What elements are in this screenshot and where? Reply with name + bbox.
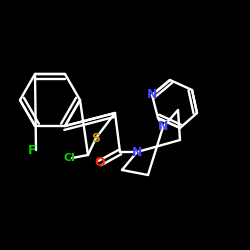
Text: N: N [147,88,157,102]
Text: F: F [28,144,36,156]
Text: S: S [92,132,100,144]
Text: O: O [95,156,105,170]
Text: N: N [158,120,168,134]
Text: N: N [132,146,142,158]
Text: Cl: Cl [63,153,75,163]
